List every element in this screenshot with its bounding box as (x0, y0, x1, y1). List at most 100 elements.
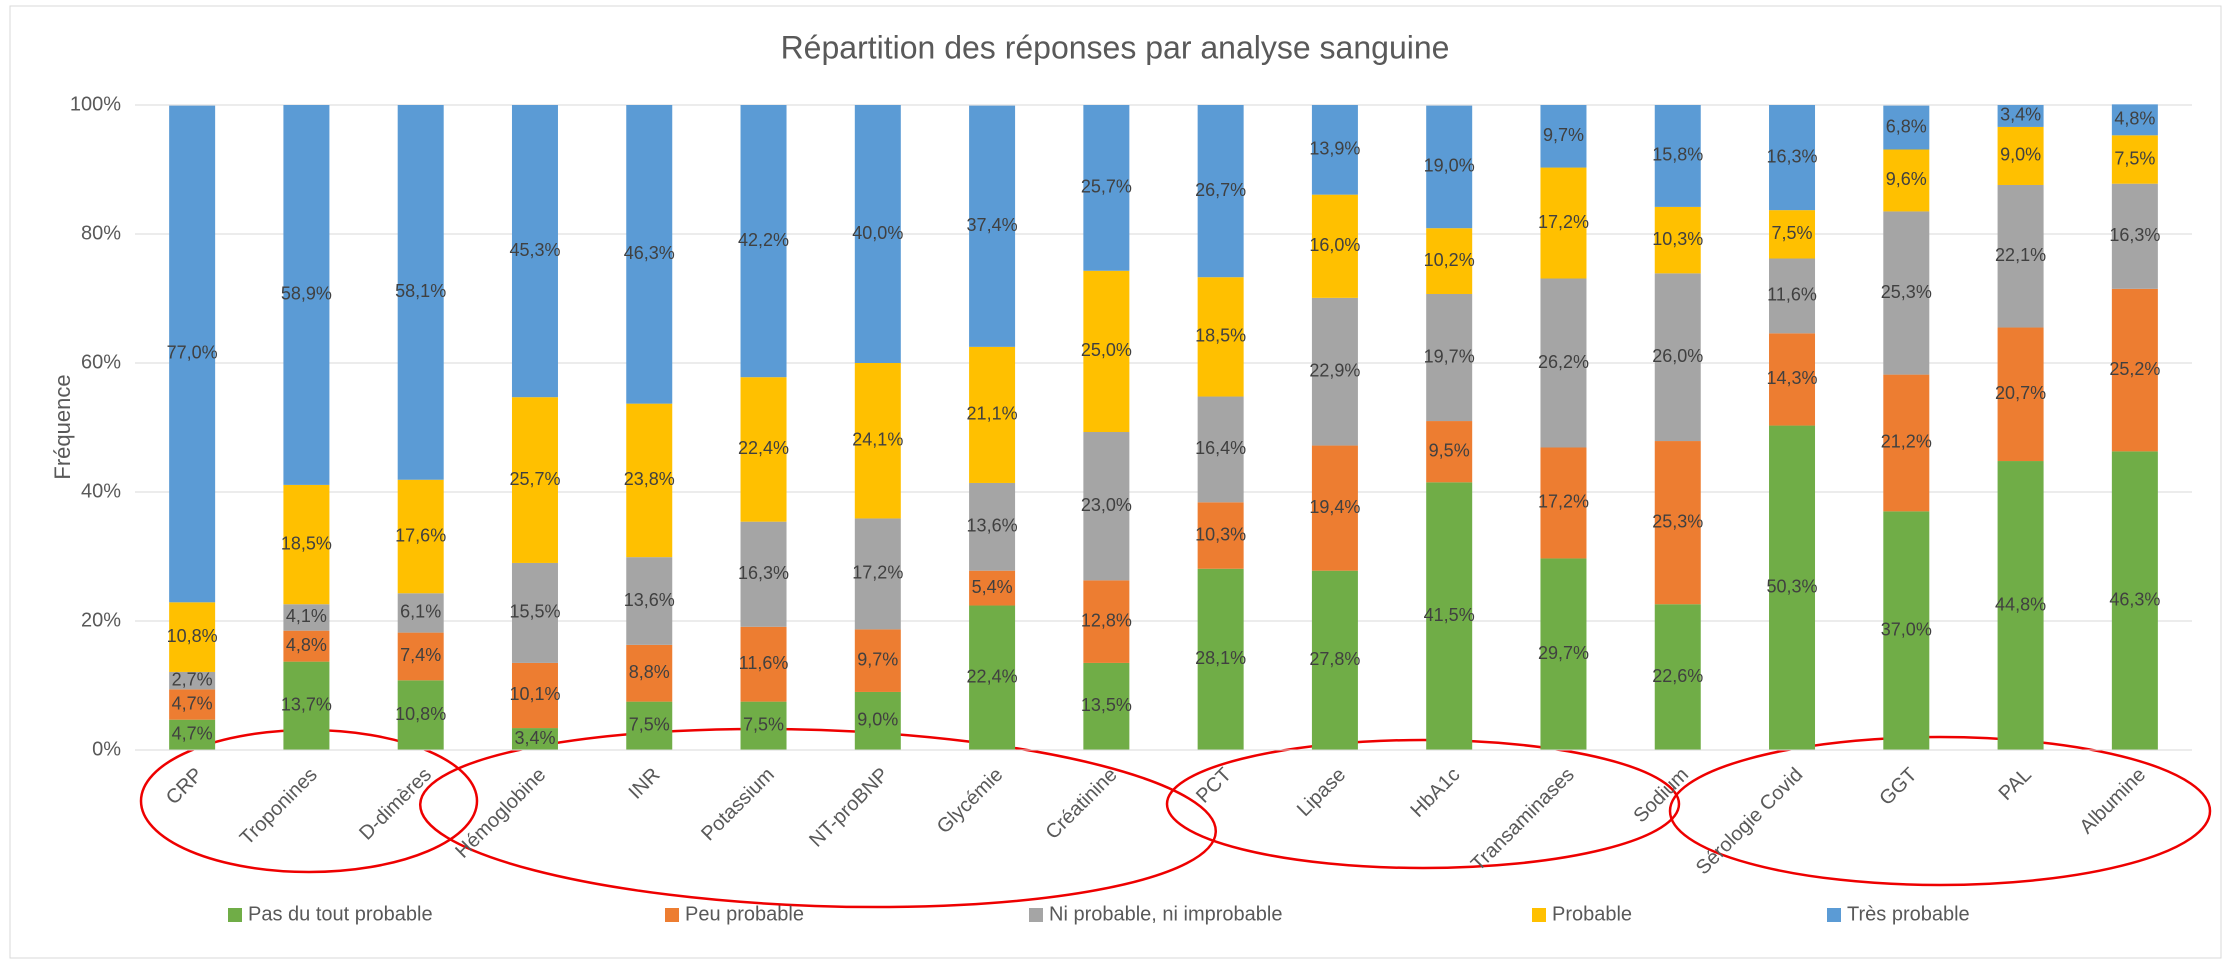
bar-segment (2111, 451, 2158, 750)
bar-segment (1083, 432, 1130, 581)
y-tick-label: 100% (70, 93, 121, 115)
data-label: 9,7% (1543, 125, 1584, 145)
bar-segment (397, 632, 444, 681)
bar-segment (740, 377, 787, 522)
y-tick-label: 60% (81, 351, 121, 373)
data-label: 10,1% (509, 684, 560, 704)
data-label: 19,4% (1309, 497, 1360, 517)
bar-segment (1654, 441, 1701, 605)
data-label: 7,5% (629, 715, 670, 735)
data-label: 4,8% (286, 635, 327, 655)
bar-segment (1540, 447, 1587, 559)
legend-label: Peu probable (685, 903, 804, 925)
data-label: 25,3% (1881, 282, 1932, 302)
bar-segment (969, 482, 1016, 571)
data-label: 19,0% (1424, 156, 1475, 176)
bar-segment (1311, 194, 1358, 298)
bar-segment (1883, 374, 1930, 512)
data-label: 21,2% (1881, 432, 1932, 452)
bar-segment (1654, 206, 1701, 274)
data-label: 26,0% (1652, 346, 1703, 366)
data-label: 10,3% (1652, 229, 1703, 249)
y-tick-label: 20% (81, 609, 121, 631)
bar-segment (854, 105, 901, 363)
bar-segment (1997, 461, 2044, 750)
y-tick-label: 40% (81, 480, 121, 502)
bar-segment (1997, 327, 2044, 462)
data-label: 42,2% (738, 230, 789, 250)
data-label: 4,1% (286, 606, 327, 626)
data-label: 46,3% (2109, 589, 2160, 609)
bar-segment (1654, 604, 1701, 750)
legend-label: Très probable (1847, 903, 1970, 925)
bar-segment (1540, 558, 1587, 750)
bar-segment (1426, 293, 1473, 422)
data-label: 8,8% (629, 662, 670, 682)
data-label: 4,7% (172, 693, 213, 713)
bar-segment (2111, 288, 2158, 452)
bar-segment (511, 397, 558, 563)
data-label: 9,0% (2000, 145, 2041, 165)
data-label: 25,0% (1081, 340, 1132, 360)
bar-segment (1540, 278, 1587, 448)
data-label: 10,8% (167, 626, 218, 646)
data-label: 22,1% (1995, 245, 2046, 265)
data-label: 11,6% (1767, 285, 1817, 305)
bar-segment (854, 363, 901, 519)
data-label: 9,5% (1429, 440, 1470, 460)
data-label: 19,7% (1424, 346, 1475, 366)
legend-swatch (1827, 908, 1841, 922)
bar-segment (1654, 273, 1701, 442)
data-label: 13,9% (1309, 139, 1360, 159)
bar-segment (1311, 105, 1358, 195)
data-label: 21,1% (967, 404, 1018, 424)
legend-label: Probable (1552, 903, 1632, 925)
data-label: 5,4% (972, 577, 1013, 597)
data-label: 7,5% (2114, 148, 2155, 168)
data-label: 20,7% (1995, 383, 2046, 403)
data-label: 4,7% (172, 724, 213, 744)
data-label: 58,9% (281, 284, 332, 304)
bar-segment (626, 403, 673, 558)
bar-segment (397, 479, 444, 594)
bar-segment (397, 680, 444, 750)
bar-segment (283, 604, 330, 631)
data-label: 45,3% (509, 240, 560, 260)
bar-segment (740, 521, 787, 627)
data-label: 77,0% (167, 343, 218, 363)
bar-segment (1083, 105, 1130, 271)
data-label: 16,0% (1309, 235, 1360, 255)
data-label: 13,6% (967, 516, 1018, 536)
data-label: 10,8% (395, 704, 446, 724)
data-label: 17,2% (852, 563, 903, 583)
annotation-ellipse (1668, 735, 2212, 887)
data-label: 44,8% (1995, 594, 2046, 614)
data-label: 37,0% (1881, 619, 1932, 639)
bar-segment (1769, 425, 1816, 750)
legend-swatch (665, 908, 679, 922)
data-label: 26,7% (1195, 180, 1246, 200)
data-label: 7,5% (743, 715, 784, 735)
bar-segment (969, 605, 1016, 750)
data-label: 28,1% (1195, 648, 1246, 668)
bar-segment (969, 105, 1016, 347)
data-label: 26,2% (1538, 352, 1589, 372)
bar-segment (1540, 105, 1587, 168)
data-label: 16,3% (738, 563, 789, 583)
bar-segment (511, 562, 558, 663)
bar-segment (1197, 568, 1244, 750)
bar-segment (1540, 167, 1587, 279)
bar-segment (626, 105, 673, 404)
data-label: 12,8% (1081, 610, 1132, 630)
data-label: 16,4% (1195, 438, 1246, 458)
data-label: 9,0% (857, 710, 898, 730)
data-label: 11,6% (739, 653, 789, 673)
bar-segment (283, 661, 330, 750)
bar-segment (1083, 662, 1130, 750)
bar-segment (1197, 105, 1244, 278)
data-label: 18,5% (1195, 326, 1246, 346)
bar-segment (740, 626, 787, 702)
data-label: 3,4% (514, 728, 555, 748)
bar-segment (626, 557, 673, 645)
